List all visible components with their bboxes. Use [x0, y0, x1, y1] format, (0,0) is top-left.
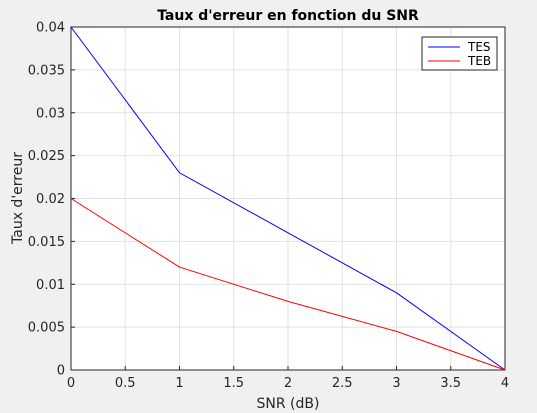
- y-tick-label: 0.01: [36, 278, 65, 293]
- ticks: 0 0.5 1 1.5 2 2.5 3 3.5 4 0 0.005 0.01 0.015 0.02 0.02…: [28, 21, 509, 392]
- series-line-teb: [70, 198, 506, 371]
- legend-label-teb: TEB: [467, 54, 491, 68]
- x-tick-label: 2.5: [332, 376, 353, 391]
- x-axis-label: SNR (dB): [257, 396, 320, 412]
- x-tick-label: 0: [67, 376, 75, 391]
- legend-label-tes: TES: [467, 40, 491, 54]
- series-line-tes: [70, 26, 506, 371]
- x-tick-label: 1: [175, 376, 183, 391]
- x-tick-label: 1.5: [223, 376, 244, 391]
- x-tick-label: 0.5: [115, 376, 136, 391]
- x-tick-label: 2: [284, 376, 292, 391]
- x-tick-label: 3: [392, 376, 400, 391]
- x-tick-label: 4: [501, 376, 509, 391]
- y-tick-label: 0.025: [28, 149, 65, 164]
- y-tick-label: 0.02: [36, 192, 65, 207]
- x-tick-label: 3.5: [440, 376, 461, 391]
- y-tick-label: 0: [57, 364, 65, 379]
- legend-box: [421, 36, 498, 71]
- series-lines: [70, 26, 506, 371]
- y-tick-label: 0.04: [36, 21, 65, 36]
- y-tick-label: 0.035: [28, 63, 65, 78]
- y-tick-label: 0.03: [36, 106, 65, 121]
- y-axis-label: Taux d'erreur: [10, 152, 26, 245]
- y-tick-label: 0.015: [28, 235, 65, 250]
- y-tick-label: 0.005: [28, 321, 65, 336]
- chart-title: Taux d'erreur en fonction du SNR: [157, 8, 419, 24]
